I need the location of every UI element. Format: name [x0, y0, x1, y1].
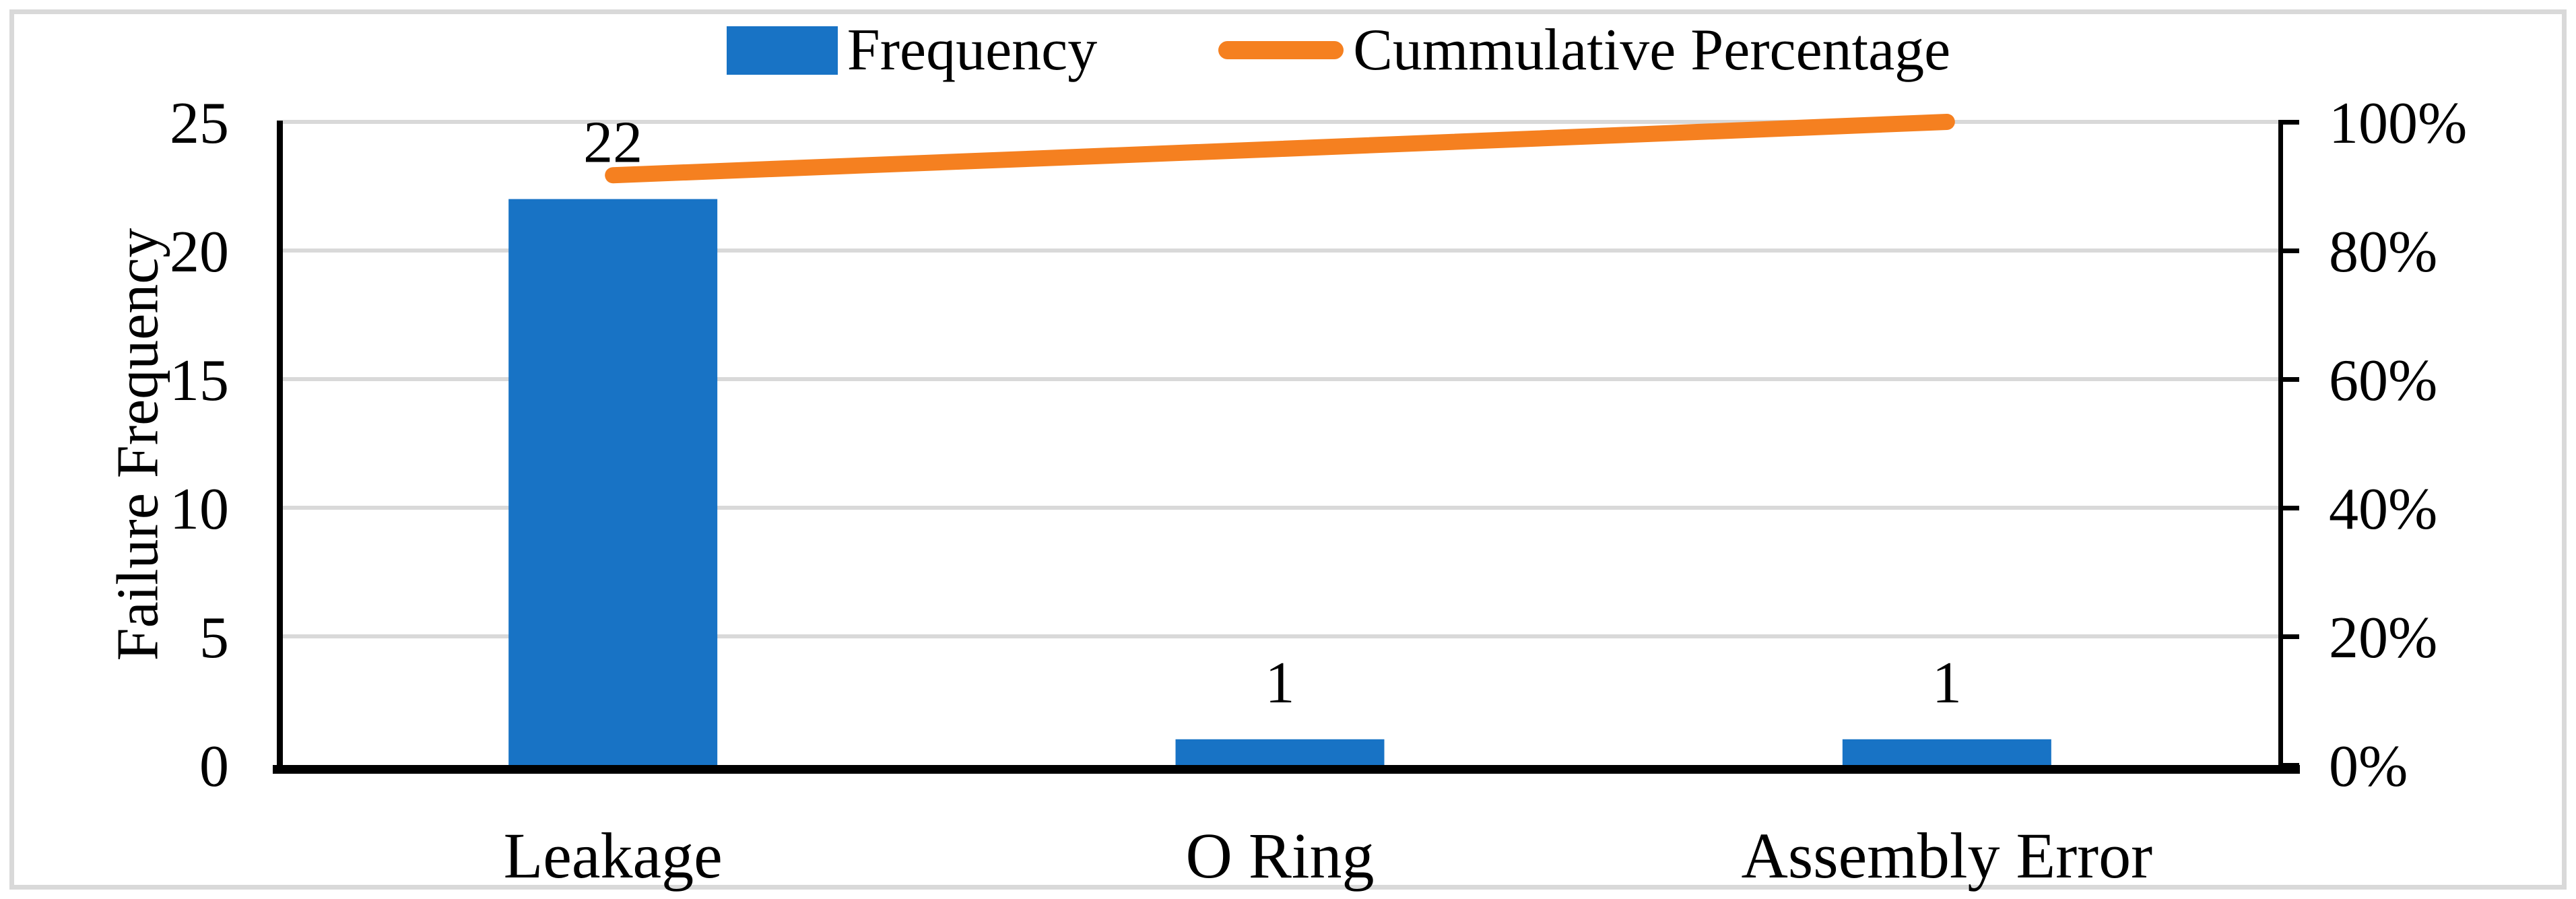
- right-axis-tick: [2278, 763, 2299, 768]
- category-label-assembly-error: Assembly Error: [1742, 820, 2153, 892]
- category-label-leakage: Leakage: [504, 820, 723, 892]
- bar-assembly-error: [1842, 739, 2051, 765]
- left-axis-line: [277, 121, 283, 774]
- left-axis-tick-label: 25: [170, 91, 229, 156]
- cumulative-percentage-line: [605, 114, 1955, 184]
- bar-o-ring: [1175, 739, 1385, 765]
- right-axis-tick-label: 0%: [2329, 734, 2408, 799]
- right-axis-tick: [2278, 120, 2299, 125]
- data-label-assembly-error: 1: [1932, 651, 1962, 716]
- left-axis-tick-label: 20: [170, 220, 229, 285]
- right-axis-tick-label: 80%: [2329, 220, 2437, 285]
- legend-item-frequency: Frequency: [726, 15, 1098, 86]
- cumulative-line-swatch-icon: [1218, 41, 1344, 60]
- right-axis-tick: [2278, 506, 2299, 510]
- frequency-bar-swatch-icon: [726, 26, 838, 75]
- right-axis-tick-label: 40%: [2329, 477, 2437, 542]
- right-axis-tick-label: 20%: [2329, 605, 2437, 671]
- left-axis-tick-label: 10: [170, 477, 229, 542]
- chart-legend: Frequency Cummulative Percentage: [0, 15, 2576, 86]
- left-axis-tick-label: 0: [199, 734, 229, 799]
- legend-item-cumulative-percentage: Cummulative Percentage: [1218, 15, 1950, 86]
- right-axis-tick-label: 60%: [2329, 348, 2437, 413]
- right-axis-tick-label: 100%: [2329, 91, 2467, 156]
- category-label-o-ring: O Ring: [1185, 820, 1374, 892]
- bottom-axis-line: [273, 765, 2300, 774]
- legend-label-cumulative-percentage: Cummulative Percentage: [1353, 18, 1951, 83]
- right-axis-tick: [2278, 377, 2299, 382]
- left-axis-tick-label: 15: [170, 348, 229, 413]
- legend-label-frequency: Frequency: [847, 18, 1098, 83]
- bar-leakage: [508, 199, 718, 766]
- right-axis-tick: [2278, 248, 2299, 253]
- left-axis-tick-label: 5: [199, 605, 229, 671]
- right-axis-line: [2278, 121, 2283, 774]
- data-label-leakage: 22: [583, 110, 642, 176]
- right-axis-tick: [2278, 634, 2299, 639]
- data-label-o-ring: 1: [1265, 651, 1295, 716]
